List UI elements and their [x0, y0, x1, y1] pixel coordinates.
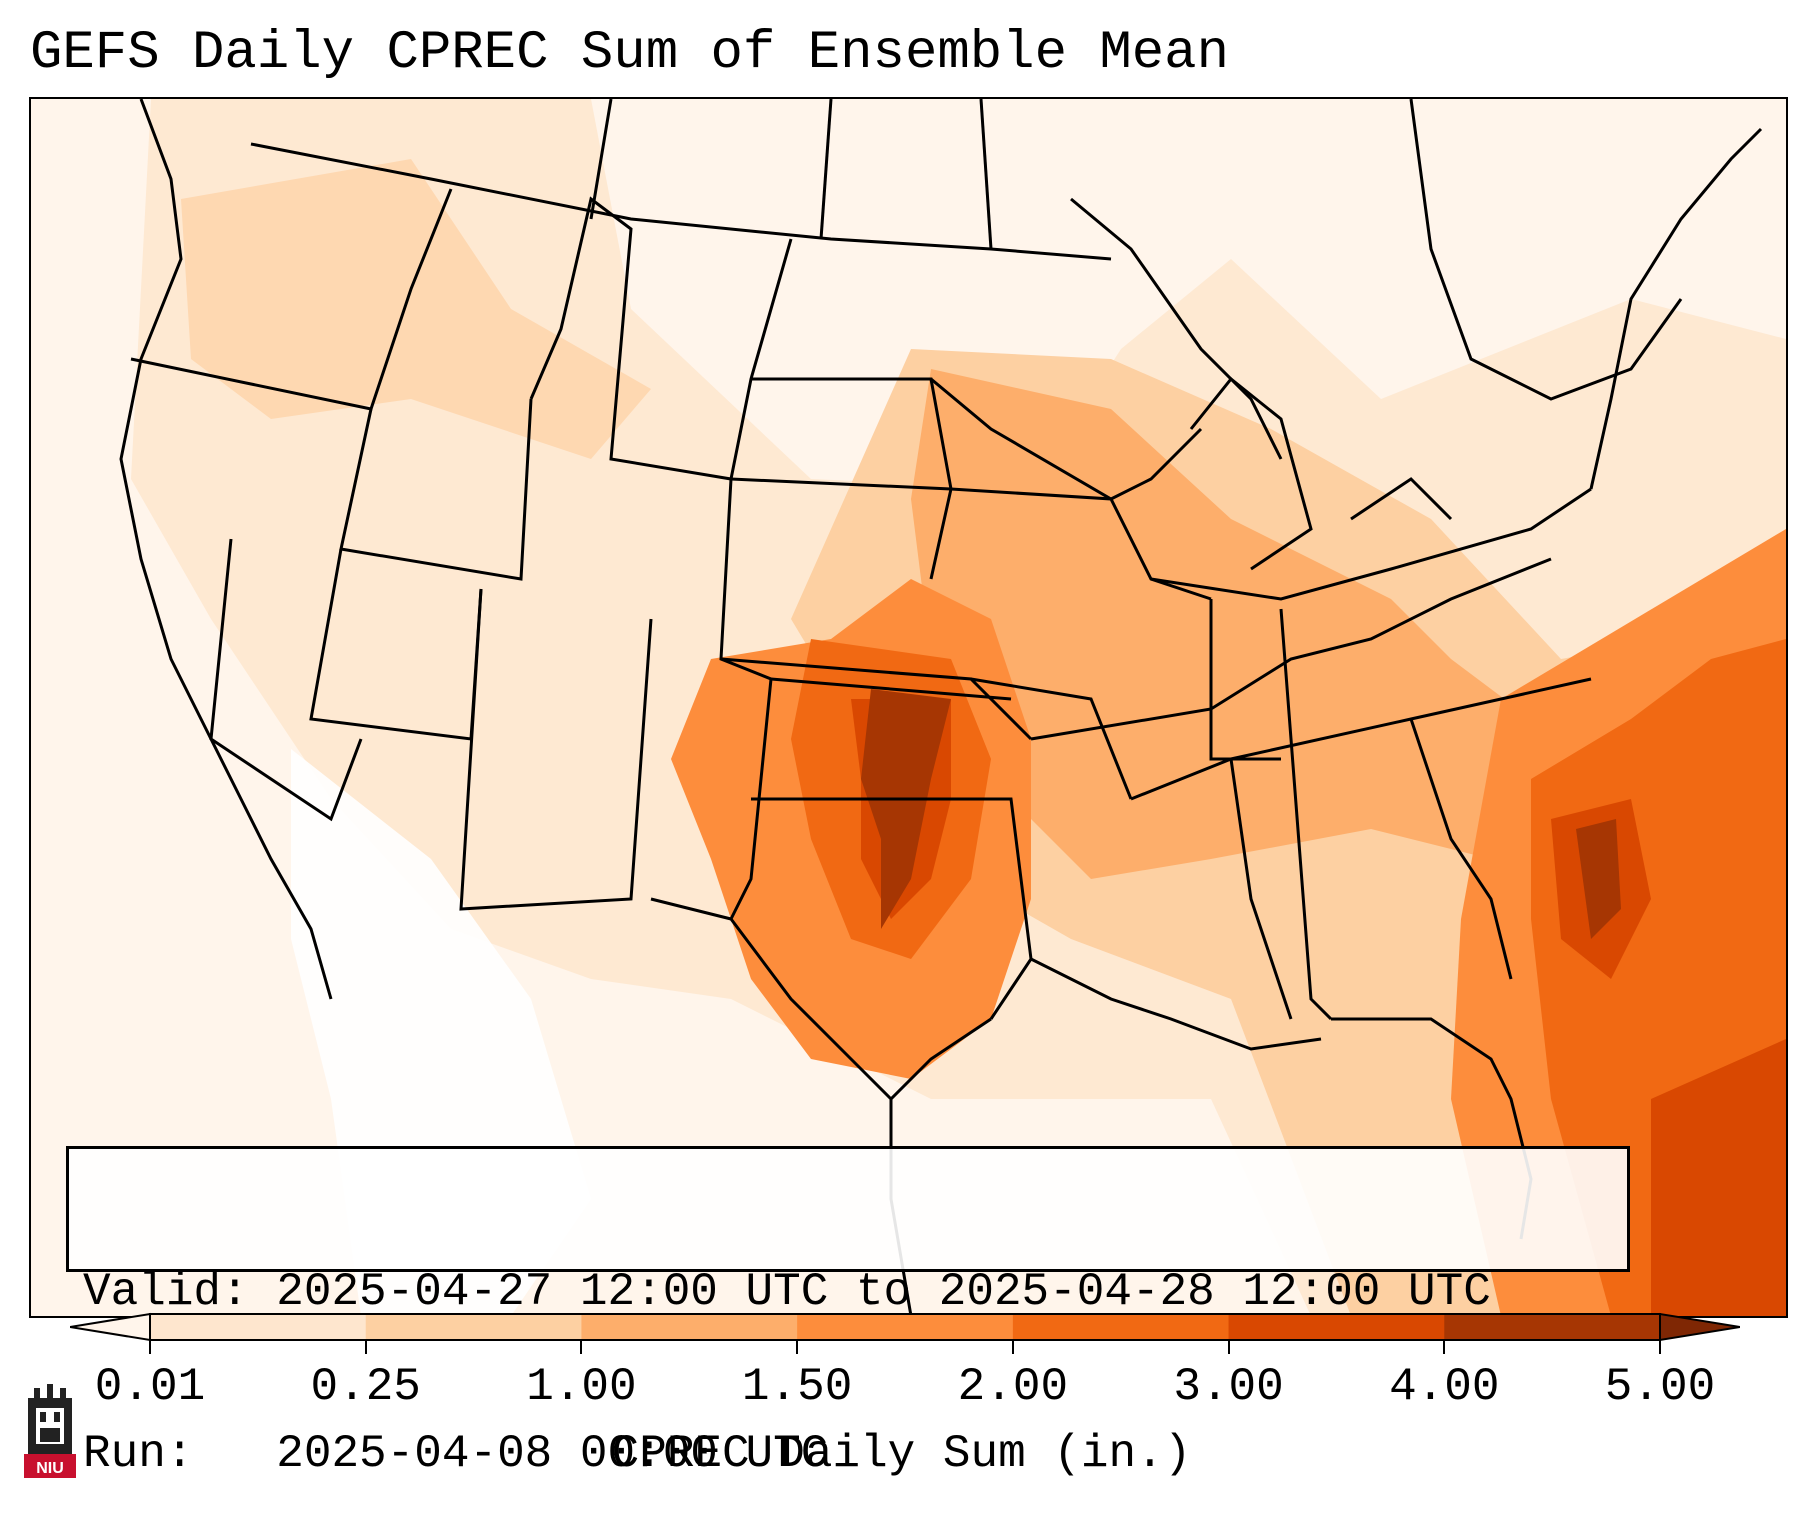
colorbar-tick-mark — [149, 1340, 151, 1354]
colorbar-tick-label: 5.00 — [1604, 1361, 1716, 1413]
colorbar-tick-label: 1.50 — [741, 1361, 853, 1413]
colorbar-segment — [150, 1314, 367, 1340]
logo-band — [24, 1454, 76, 1478]
colorbar-tick-label: 2.00 — [957, 1361, 1069, 1413]
precip-shading — [131, 99, 1786, 1316]
colorbar-extend-low — [70, 1312, 151, 1342]
colorbar-tick-label: 0.01 — [94, 1361, 206, 1413]
boundaries — [119, 99, 1763, 1316]
colorbar-label: CPREC Daily Sum (in.) — [611, 1428, 1192, 1480]
precipitation-map — [29, 97, 1788, 1318]
colorbar-tick-mark — [1011, 1340, 1014, 1354]
colorbar-segment — [1444, 1314, 1661, 1340]
colorbar-tick-mark — [1659, 1340, 1661, 1354]
colorbar-tick-label: 0.25 — [310, 1361, 421, 1413]
colorbar-tick-mark — [580, 1340, 583, 1354]
colorbar-tick-label: 4.00 — [1389, 1361, 1500, 1413]
map-title: GEFS Daily CPREC Sum of Ensemble Mean — [30, 23, 1229, 84]
colorbar-segment — [1228, 1314, 1445, 1340]
validity-info-box: Valid: 2025-04-27 12:00 UTC to 2025-04-2… — [66, 1146, 1630, 1480]
run-time-line: Run: 2025-04-08 00:00 UTC — [83, 1428, 829, 1480]
colorbar-segment — [581, 1314, 798, 1340]
colorbar-tick-mark — [364, 1340, 367, 1354]
colorbar-segment — [797, 1314, 1014, 1340]
colorbar-tick-label: 1.00 — [526, 1361, 637, 1413]
colorbar — [70, 1312, 1740, 1342]
colorbar-segment — [1012, 1314, 1230, 1340]
colorbar-tick-label: 3.00 — [1173, 1361, 1284, 1413]
colorbar-segment — [365, 1314, 582, 1340]
valid-time-line: Valid: 2025-04-27 12:00 UTC to 2025-04-2… — [83, 1266, 1491, 1318]
colorbar-tick-mark — [1443, 1340, 1446, 1354]
colorbar-tick-mark — [1227, 1340, 1230, 1354]
niu-tower-logo-icon: NIU — [24, 1384, 76, 1478]
colorbar-extend-high — [1659, 1312, 1740, 1342]
map-canvas — [31, 99, 1786, 1316]
colorbar-tick-mark — [796, 1340, 799, 1354]
logo-text: NIU — [36, 1460, 64, 1477]
